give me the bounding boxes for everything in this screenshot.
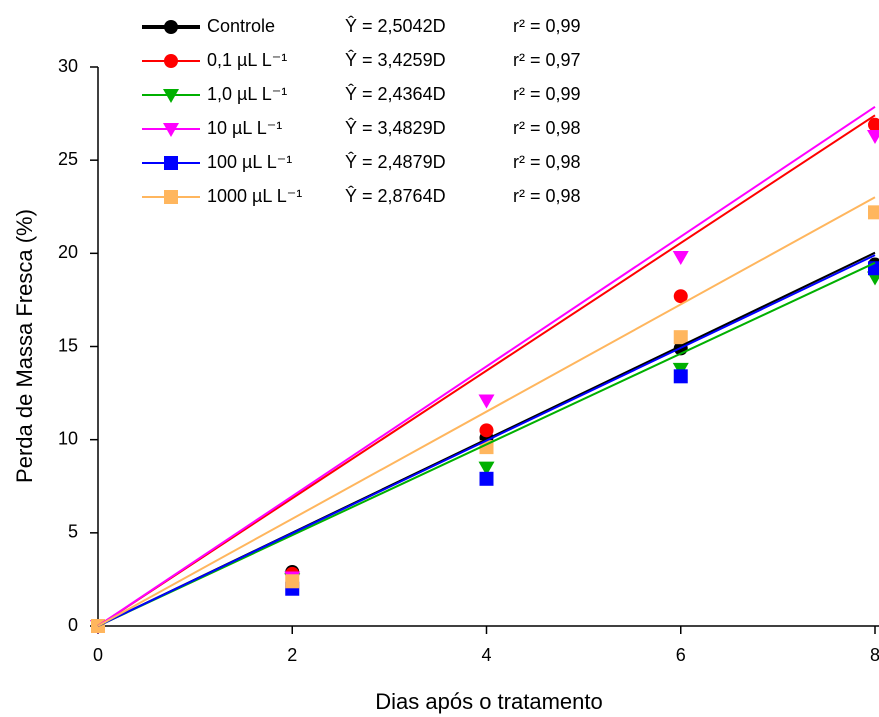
x-tick-label: 8 bbox=[870, 645, 879, 665]
y-tick-label: 20 bbox=[58, 242, 78, 262]
point bbox=[478, 461, 495, 476]
x-tick-label: 0 bbox=[93, 645, 103, 665]
point bbox=[478, 394, 495, 409]
point bbox=[285, 574, 300, 589]
legend-label: 1,0 µL L⁻¹ bbox=[207, 84, 287, 104]
x-tick-label: 6 bbox=[676, 645, 686, 665]
legend-marker bbox=[164, 190, 178, 204]
point bbox=[673, 369, 688, 384]
x-axis-label: Dias após o tratamento bbox=[375, 689, 602, 714]
point bbox=[868, 117, 879, 132]
y-tick-label: 10 bbox=[58, 428, 78, 448]
legend-r-squared: r² = 0,97 bbox=[513, 50, 581, 70]
legend-r-squared: r² = 0,98 bbox=[513, 118, 581, 138]
y-axis-label: Perda de Massa Fresca (%) bbox=[12, 209, 37, 483]
legend-label: 0,1 µL L⁻¹ bbox=[207, 50, 287, 70]
legend-equation: Ŷ = 2,4364D bbox=[345, 84, 446, 104]
point bbox=[868, 205, 879, 220]
legend-label: 10 µL L⁻¹ bbox=[207, 118, 282, 138]
legend-label: 100 µL L⁻¹ bbox=[207, 152, 292, 172]
y-tick-label: 5 bbox=[68, 522, 78, 542]
x-tick-label: 4 bbox=[481, 645, 491, 665]
y-tick-label: 30 bbox=[58, 56, 78, 76]
point bbox=[868, 261, 879, 276]
point bbox=[479, 471, 494, 486]
point bbox=[867, 129, 879, 144]
point bbox=[673, 330, 688, 345]
point bbox=[673, 289, 688, 304]
legend-r-squared: r² = 0,98 bbox=[513, 152, 581, 172]
legend-equation: Ŷ = 2,8764D bbox=[345, 186, 446, 206]
point bbox=[479, 423, 494, 438]
legend-marker bbox=[164, 54, 178, 68]
legend-equation: Ŷ = 3,4259D bbox=[345, 50, 446, 70]
legend-label: Controle bbox=[207, 16, 275, 36]
legend-marker bbox=[163, 123, 179, 137]
regression-line bbox=[97, 254, 876, 627]
regression-line bbox=[97, 114, 876, 627]
y-tick-label: 25 bbox=[58, 149, 78, 169]
point bbox=[672, 251, 689, 266]
legend-equation: Ŷ = 3,4829D bbox=[345, 118, 446, 138]
legend-r-squared: r² = 0,99 bbox=[513, 84, 581, 104]
legend-marker bbox=[164, 20, 178, 34]
legend-marker bbox=[163, 89, 179, 103]
regression-line bbox=[97, 105, 876, 627]
legend-r-squared: r² = 0,99 bbox=[513, 16, 581, 36]
y-tick-label: 0 bbox=[68, 615, 78, 635]
legend-r-squared: r² = 0,98 bbox=[513, 186, 581, 206]
legend-marker bbox=[164, 156, 178, 170]
regression-line bbox=[97, 261, 876, 627]
regression-line bbox=[97, 196, 876, 627]
y-tick-label: 15 bbox=[58, 335, 78, 355]
legend-equation: Ŷ = 2,5042D bbox=[345, 16, 446, 36]
legend-label: 1000 µL L⁻¹ bbox=[207, 186, 302, 206]
x-tick-label: 2 bbox=[287, 645, 297, 665]
legend-equation: Ŷ = 2,4879D bbox=[345, 152, 446, 172]
